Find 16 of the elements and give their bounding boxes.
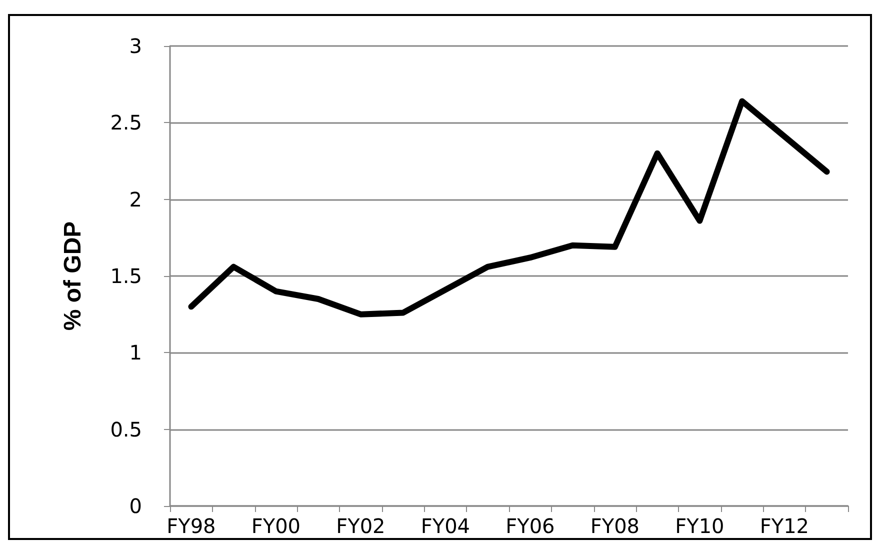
x-tick-label: FY12 — [760, 514, 810, 538]
x-tick-label: FY06 — [506, 514, 555, 538]
x-tick-label: FY08 — [590, 514, 640, 538]
x-tick-label: FY00 — [251, 514, 301, 538]
y-tick-label: 2.5 — [110, 110, 142, 135]
x-tick-label: FY98 — [166, 514, 216, 538]
x-tick-label: FY02 — [336, 514, 386, 538]
y-axis-title: % of GDP — [60, 221, 86, 331]
y-tick-label: 0 — [129, 494, 142, 518]
y-tick-label: 2 — [129, 187, 142, 212]
y-tick-label: 0.5 — [110, 417, 142, 442]
y-tick-label: 1.5 — [110, 264, 142, 288]
y-tick-label: 3 — [129, 34, 142, 58]
y-tick-label: 1 — [129, 340, 142, 365]
x-tick-label: FY10 — [675, 514, 724, 538]
x-tick-label: FY04 — [420, 514, 470, 538]
